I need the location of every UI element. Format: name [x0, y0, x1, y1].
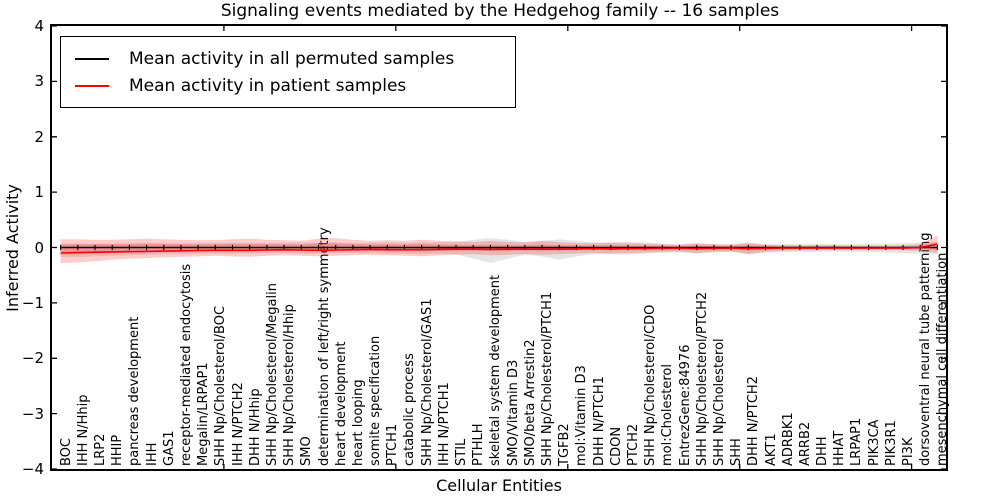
x-tick-label: PIK3R1: [883, 420, 899, 466]
x-tick-label: SHH Np/Cholesterol/Hhip: [282, 304, 298, 466]
y-tick-label: −1: [21, 293, 44, 312]
x-tick-label: DHH: [815, 436, 831, 466]
x-tick-label: LRPAP1: [849, 417, 865, 466]
x-tick-label: DHH N/Hhip: [247, 388, 263, 466]
x-tick-label: Megalin/LRPAP1: [196, 362, 212, 466]
x-tick-label: determination of left/right symmetry: [316, 227, 332, 466]
x-tick-label: GAS1: [161, 430, 177, 467]
legend-label-permuted: Mean activity in all permuted samples: [129, 48, 455, 69]
x-tick-label: heart looping: [350, 379, 366, 466]
x-tick-label: BOC: [58, 438, 74, 466]
x-tick-label: SHH Np/Cholesterol/CDO: [643, 304, 659, 466]
x-tick-label: SHH Np/Cholesterol/GAS1: [419, 298, 435, 466]
x-tick-label: SHH Np/Cholesterol/Megalin: [264, 283, 280, 466]
permuted-line-swatch: [75, 57, 109, 60]
x-tick-label: DHH N/PTCH1: [591, 376, 607, 466]
x-tick-label: AKT1: [763, 433, 779, 466]
x-tick-label: catabolic process: [402, 353, 418, 466]
chart-title: Signaling events mediated by the Hedgeho…: [220, 1, 780, 21]
x-tick-label: mol:Cholesterol: [660, 364, 676, 466]
x-tick-label: dorsoventral neural tube patterning: [918, 232, 934, 466]
y-tick-label: −2: [21, 349, 44, 368]
legend: Mean activity in all permuted samples Me…: [60, 36, 516, 108]
legend-item-permuted: Mean activity in all permuted samples: [75, 45, 505, 72]
x-tick-label: SHH Np/Cholesterol/PTCH2: [694, 291, 710, 466]
x-tick-label: SHH Np/Cholesterol/BOC: [213, 305, 229, 466]
x-tick-label: STIL: [454, 438, 469, 466]
y-tick-label: 2: [34, 127, 44, 146]
y-tick-label: −4: [21, 460, 44, 478]
y-tick-label: 3: [34, 72, 44, 91]
legend-label-patient: Mean activity in patient samples: [129, 75, 407, 96]
y-tick-label: −3: [21, 404, 44, 423]
y-tick-label: 1: [34, 183, 44, 202]
x-tick-label: SHH Np/Cholesterol: [711, 338, 727, 466]
x-tick-label: EntrezGene:84976: [677, 344, 693, 466]
x-tick-label: CDON: [608, 426, 624, 466]
x-tick-label: PTCH1: [385, 423, 401, 466]
x-tick-label: mesenchymal cell differentiation: [935, 252, 951, 466]
x-tick-label: SHH Np/Cholesterol/PTCH1: [540, 291, 555, 466]
x-tick-label: DHH N/PTCH2: [746, 376, 762, 466]
x-tick-label: SHH: [729, 438, 745, 466]
patient-line-swatch: [75, 84, 109, 87]
x-tick-label: IHH N/Hhip: [75, 394, 91, 467]
x-tick-label: IHH N/PTCH2: [230, 382, 246, 466]
x-tick-label: SMO: [299, 436, 315, 466]
y-tick-label: 4: [34, 17, 44, 35]
x-tick-label: TGFB2: [557, 423, 573, 466]
plot-area: BOC IHH N/Hhip LRP2 HHIP pancreas developmen…: [50, 24, 951, 471]
x-tick-label: heart development: [333, 341, 349, 466]
legend-item-patient: Mean activity in patient samples: [75, 72, 505, 99]
y-tick-label: 0: [34, 238, 44, 257]
x-tick-label: IHH N/PTCH1: [436, 382, 452, 466]
x-tick-label: SMO/beta Arrestin2: [522, 339, 538, 466]
x-tick-label: mol:Vitamin D3: [574, 365, 590, 466]
x-tick-label: PTHLH: [471, 423, 487, 466]
x-tick-label: PI3K: [901, 437, 916, 466]
x-tick-label: receptor-mediated endocytosis: [178, 263, 194, 466]
x-tick-label: IHH: [144, 442, 160, 466]
x-tick-label: HHAT: [832, 430, 848, 466]
x-tick-label: ADRBK1: [780, 412, 796, 466]
x-tick-label: PTCH2: [625, 423, 641, 466]
x-tick-label: skeletal system development: [488, 274, 504, 466]
x-tick-label: somite specification: [368, 335, 384, 466]
x-tick-label: LRP2: [93, 433, 108, 466]
x-tick-label: HHIP: [110, 434, 126, 466]
x-tick-label: PIK3CA: [866, 419, 882, 466]
x-axis-title: Cellular Entities: [436, 476, 562, 495]
y-axis-title: Inferred Activity: [3, 184, 22, 312]
x-tick-label: ARRB2: [797, 421, 813, 466]
x-tick-label: SMO/Vitamin D3: [505, 359, 521, 466]
x-tick-label: pancreas development: [127, 316, 143, 466]
